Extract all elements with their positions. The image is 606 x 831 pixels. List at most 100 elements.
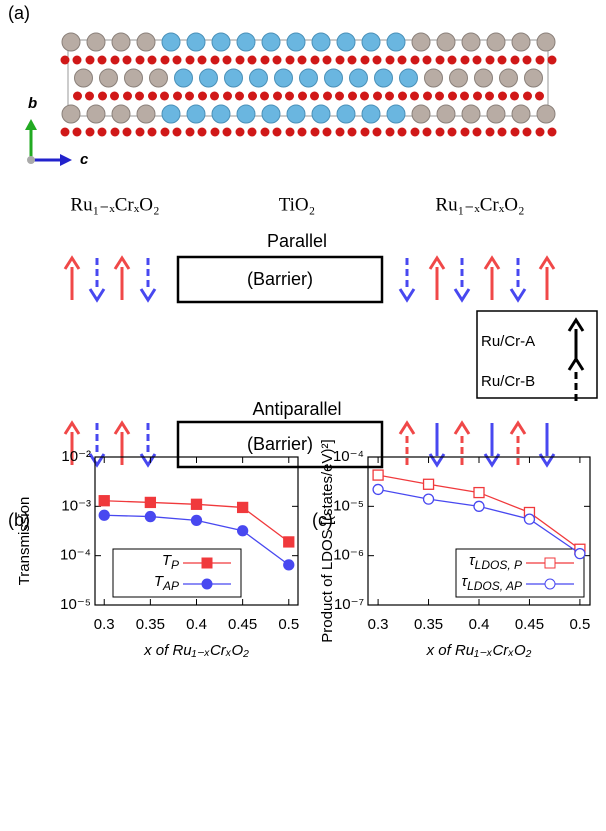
marker <box>238 526 248 536</box>
oxygen <box>511 56 520 65</box>
oxygen <box>111 128 120 137</box>
oxygen <box>173 92 182 101</box>
atom <box>312 33 330 51</box>
oxygen <box>123 128 132 137</box>
oxygen <box>110 92 119 101</box>
atom <box>437 33 455 51</box>
oxygen <box>448 128 457 137</box>
marker <box>284 560 294 570</box>
oxygen <box>73 56 82 65</box>
oxygen <box>260 92 269 101</box>
oxygen <box>186 56 195 65</box>
atom <box>437 105 455 123</box>
atom <box>187 105 205 123</box>
oxygen <box>386 56 395 65</box>
legend-label: Ru/Cr-A <box>481 333 535 350</box>
oxygen <box>273 92 282 101</box>
y-tick-label: 10⁻⁶ <box>333 547 364 564</box>
oxygen <box>498 128 507 137</box>
atom <box>200 69 218 87</box>
oxygen <box>286 56 295 65</box>
oxygen <box>98 92 107 101</box>
marker <box>145 512 155 522</box>
atom <box>362 105 380 123</box>
oxygen <box>198 128 207 137</box>
oxygen <box>298 128 307 137</box>
oxygen <box>423 92 432 101</box>
oxygen <box>198 92 207 101</box>
origin <box>27 156 35 164</box>
oxygen <box>61 128 70 137</box>
x-tick-label: 0.35 <box>414 616 443 633</box>
atom <box>162 33 180 51</box>
marker <box>575 549 585 559</box>
oxygen <box>285 92 294 101</box>
oxygen <box>373 128 382 137</box>
oxygen <box>373 56 382 65</box>
atom <box>62 105 80 123</box>
oxygen <box>160 92 169 101</box>
atom <box>387 33 405 51</box>
x-tick-label: 0.45 <box>515 616 544 633</box>
atom <box>512 105 530 123</box>
oxygen <box>248 92 257 101</box>
oxygen <box>448 92 457 101</box>
y-tick-label: 10⁻⁵ <box>333 497 364 514</box>
marker <box>474 501 484 511</box>
oxygen <box>361 128 370 137</box>
atom <box>350 69 368 87</box>
atom <box>262 105 280 123</box>
oxygen <box>536 128 545 137</box>
oxygen <box>248 56 257 65</box>
oxygen <box>136 128 145 137</box>
region-label: Ru₁₋ₓCrₓO₂ <box>70 194 159 215</box>
marker <box>99 510 109 520</box>
atom <box>462 33 480 51</box>
axis-label: c <box>80 151 89 168</box>
y-axis-label: Product of LDOS [(states/eV)²] <box>319 439 336 642</box>
oxygen <box>98 128 107 137</box>
oxygen <box>348 128 357 137</box>
atom <box>262 33 280 51</box>
oxygen <box>535 92 544 101</box>
oxygen <box>348 92 357 101</box>
marker <box>373 470 383 480</box>
y-tick-label: 10⁻⁴ <box>333 448 364 465</box>
oxygen <box>398 128 407 137</box>
oxygen <box>185 92 194 101</box>
atom <box>112 105 130 123</box>
atom <box>475 69 493 87</box>
atom <box>237 105 255 123</box>
marker <box>524 514 534 524</box>
x-tick-label: 0.45 <box>228 616 257 633</box>
oxygen <box>435 92 444 101</box>
oxygen <box>211 56 220 65</box>
atom <box>175 69 193 87</box>
oxygen <box>398 56 407 65</box>
config-title: Parallel <box>267 231 327 251</box>
series-line <box>378 475 580 549</box>
oxygen <box>536 56 545 65</box>
atom <box>225 69 243 87</box>
oxygen <box>98 56 107 65</box>
axis-arrow <box>25 119 37 130</box>
oxygen <box>486 56 495 65</box>
oxygen <box>336 56 345 65</box>
marker <box>145 497 155 507</box>
marker <box>238 502 248 512</box>
oxygen <box>361 56 370 65</box>
atom <box>125 69 143 87</box>
oxygen <box>210 92 219 101</box>
atom <box>450 69 468 87</box>
atom <box>62 33 80 51</box>
oxygen <box>511 128 520 137</box>
oxygen <box>248 128 257 137</box>
oxygen <box>148 92 157 101</box>
atom <box>375 69 393 87</box>
arrow-head <box>141 289 155 300</box>
oxygen <box>523 128 532 137</box>
atom <box>387 105 405 123</box>
oxygen <box>198 56 207 65</box>
y-tick-label: 10⁻⁴ <box>60 547 91 564</box>
marker <box>99 496 109 506</box>
